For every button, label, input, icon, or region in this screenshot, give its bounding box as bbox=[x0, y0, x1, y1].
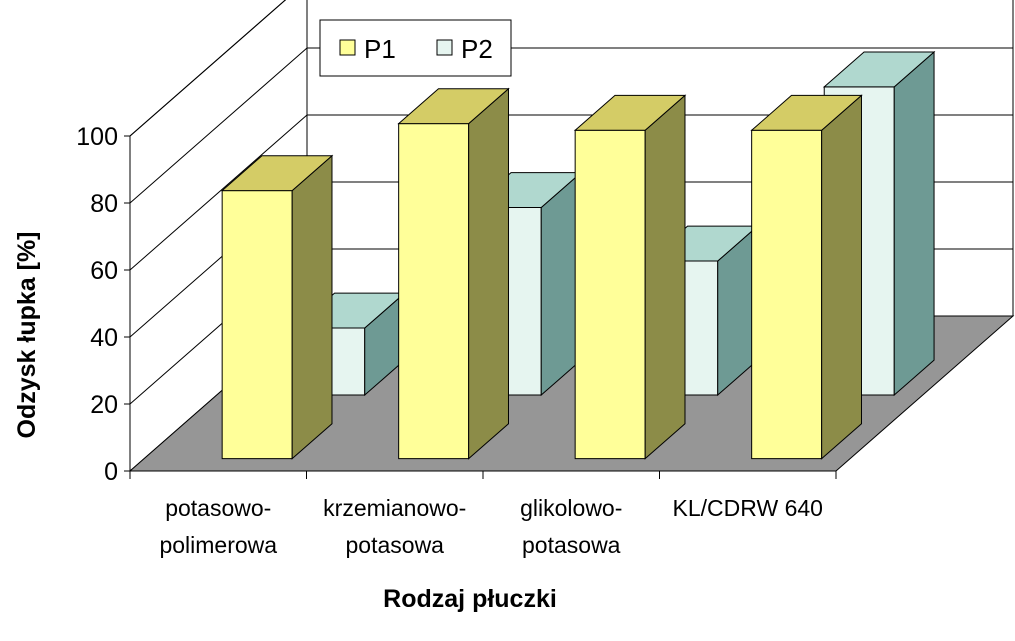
x-tick-label-line: potasowo- bbox=[165, 495, 271, 521]
bar-side bbox=[644, 94, 686, 460]
bar-top bbox=[750, 94, 863, 131]
x-tick-label: krzemianowo-potasowa bbox=[323, 495, 466, 558]
bar-top bbox=[822, 51, 936, 88]
bar-front bbox=[221, 190, 293, 460]
bar-top bbox=[220, 155, 334, 192]
x-tick-label-line: KL/CDRW 640 bbox=[673, 495, 823, 521]
x-tick-label-line: polimerowa bbox=[159, 532, 277, 558]
x-tick-labels: potasowo-polimerowakrzemianowo-potasowag… bbox=[159, 495, 823, 558]
bar-top bbox=[573, 94, 687, 131]
y-tick-label: 100 bbox=[76, 123, 118, 151]
gridline bbox=[129, 0, 287, 137]
y-tick-labels: 0 20 40 60 80 100 bbox=[76, 123, 118, 486]
legend-swatch-p2 bbox=[436, 39, 453, 56]
bar-p1-2 bbox=[397, 87, 510, 460]
gridline bbox=[129, 47, 1013, 204]
bar-p1-1 bbox=[220, 154, 334, 460]
bar-side bbox=[893, 50, 935, 397]
bar-top bbox=[397, 88, 510, 125]
legend-label-p1: P1 bbox=[364, 34, 396, 64]
legend: P1 P2 bbox=[319, 19, 512, 77]
legend-swatch-p1 bbox=[339, 39, 356, 56]
bar-front bbox=[398, 123, 470, 460]
bar-side bbox=[291, 154, 333, 460]
bars bbox=[220, 50, 936, 460]
y-tick-label: 60 bbox=[90, 257, 118, 285]
x-tick-label-line: potasowa bbox=[346, 532, 445, 558]
bar-front bbox=[574, 129, 646, 460]
x-tick-label: potasowo-polimerowa bbox=[159, 495, 277, 558]
x-tick-label-line: krzemianowo- bbox=[323, 495, 466, 521]
x-tick-label-line: glikolowo- bbox=[520, 495, 622, 521]
bar-p1-4 bbox=[750, 94, 863, 460]
x-tick-label: KL/CDRW 640 bbox=[673, 495, 823, 521]
y-tick-label: 0 bbox=[104, 458, 118, 486]
y-tick-label: 20 bbox=[90, 391, 118, 419]
bar-p1-3 bbox=[573, 94, 687, 460]
x-axis-title: Rodzaj płuczki bbox=[383, 585, 557, 613]
bar-front bbox=[751, 129, 823, 460]
legend-label-p2: P2 bbox=[461, 34, 493, 64]
y-tick-label: 40 bbox=[90, 324, 118, 352]
x-tick-label-line: potasowa bbox=[522, 532, 621, 558]
bar-side bbox=[468, 87, 509, 460]
x-tick-label: glikolowo-potasowa bbox=[520, 495, 622, 558]
bar-side bbox=[821, 94, 862, 460]
axes bbox=[124, 135, 837, 479]
y-tick-label: 80 bbox=[90, 190, 118, 218]
y-axis-title: Odzysk łupka [%] bbox=[13, 232, 41, 439]
